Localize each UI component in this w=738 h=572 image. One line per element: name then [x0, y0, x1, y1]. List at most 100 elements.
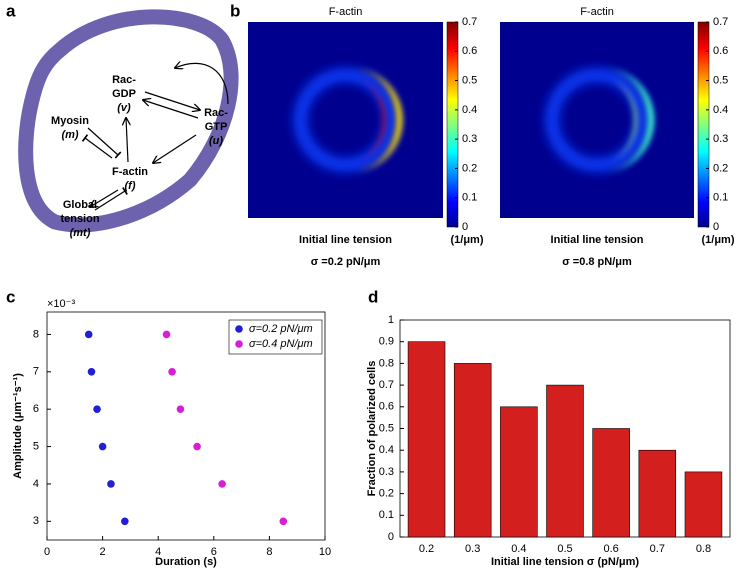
node-var: (f) — [125, 180, 136, 192]
arrow — [126, 118, 128, 163]
arrow — [143, 100, 199, 119]
colorbar-tick-label: 0.4 — [713, 104, 728, 116]
point — [84, 330, 93, 339]
x-tick-label: 2 — [100, 546, 106, 558]
crescent-core — [611, 78, 638, 162]
heatmap-title: F-actin — [580, 6, 614, 18]
x-label: Initial line tension — [299, 234, 392, 246]
node-label: Global — [63, 199, 97, 211]
colorbar-tick-label: 0.3 — [713, 133, 728, 145]
colorbar-tick-label: 0.1 — [713, 192, 728, 204]
y-tick-label: 3 — [33, 515, 39, 527]
y-tick-label: 0.5 — [379, 422, 394, 434]
node-label: GTP — [205, 121, 228, 133]
point — [87, 368, 96, 376]
x-tick-label: 8 — [266, 546, 272, 558]
x-tick-label: 10 — [319, 546, 331, 558]
point — [193, 442, 201, 451]
colorbar-tick-label: 0.3 — [462, 133, 477, 145]
panel-label: a — [6, 1, 16, 20]
y-tick-label: 0 — [388, 531, 394, 543]
point — [176, 405, 185, 413]
node-var: (u) — [209, 135, 223, 147]
point — [93, 405, 101, 413]
y-tick-label: 6 — [33, 403, 39, 415]
colorbar-tick-label: 0.6 — [713, 45, 728, 57]
y-tick-label: 4 — [33, 478, 39, 490]
y-tick-label: 1 — [388, 314, 394, 326]
arrow — [144, 91, 200, 110]
colorbar-tick-label: 0 — [713, 221, 719, 233]
x-label: Initial line tension — [551, 234, 644, 246]
glow — [545, 68, 649, 172]
x-tick-label: 6 — [211, 546, 217, 558]
y-tick-label: 0.3 — [379, 466, 394, 478]
cell-outline — [18, 9, 239, 233]
axis-exponent: ×10⁻³ — [47, 298, 75, 310]
node-label: GDP — [112, 88, 136, 100]
x-tick-label: 0.4 — [511, 543, 526, 555]
inhibition — [94, 187, 128, 211]
heatmap-bg — [248, 22, 443, 218]
point — [168, 368, 176, 376]
x-tick-label: 0.6 — [604, 543, 619, 555]
legend-marker — [235, 325, 243, 333]
inhibition — [87, 127, 122, 159]
colorbar-tick-label: 0 — [462, 221, 468, 233]
colorbar-tick-label: 0.2 — [462, 162, 477, 174]
x-label: Initial line tension σ (pN/μm) — [491, 556, 639, 568]
x-tick-label: 0.2 — [419, 543, 434, 555]
diagram: Rac- GDP (v) Rac- GTP (u) Myosin (m) F-a… — [18, 9, 239, 239]
node-label: F-actin — [112, 166, 148, 178]
heatmap-bg — [500, 22, 694, 218]
heatmap-image — [293, 68, 403, 172]
panel-label: b — [230, 1, 240, 20]
x-tick-label: 0.7 — [650, 543, 665, 555]
crescent-core — [359, 78, 386, 162]
arrow — [153, 134, 197, 163]
y-tick-label: 0.8 — [379, 357, 394, 369]
point — [107, 480, 115, 488]
panel-label: c — [6, 287, 15, 306]
glow — [293, 68, 398, 172]
bar — [407, 341, 446, 538]
heatmap-title: F-actin — [329, 6, 363, 18]
colorbar-tick-label: 0.7 — [713, 16, 728, 28]
x-tick-label: 0.8 — [696, 543, 711, 555]
y-tick-label: 0.6 — [379, 401, 394, 413]
plot-area — [46, 311, 326, 541]
bar — [638, 449, 677, 538]
y-tick-label: 0.7 — [379, 379, 394, 391]
x-tick-label: 0 — [44, 546, 50, 558]
arrow — [175, 63, 229, 105]
y-tick-label: 7 — [33, 366, 39, 378]
colorbar-tick-label: 0.2 — [713, 162, 728, 174]
colorbar-tick-label: 0.4 — [462, 104, 477, 116]
x-tick-label: 0.5 — [557, 543, 572, 555]
colorbar-label: (1/μm) — [701, 234, 734, 246]
node-label: Rac- — [112, 74, 136, 86]
heatmap-image — [545, 68, 654, 172]
colorbar-label: (1/μm) — [450, 234, 483, 246]
node-label: Myosin — [51, 115, 89, 127]
x-tick-label: 4 — [155, 546, 161, 558]
y-tick-label: 0.1 — [379, 509, 394, 521]
inhibition — [81, 134, 113, 159]
y-tick-label: 0.9 — [379, 336, 394, 348]
colorbar-tick-label: 0.7 — [462, 16, 477, 28]
point — [121, 517, 129, 526]
colorbar-tick-label: 0.6 — [462, 45, 477, 57]
bar — [453, 363, 492, 538]
node-var: (m) — [61, 129, 78, 141]
node-label: tension — [60, 213, 99, 225]
x-tick-label: 0.3 — [465, 543, 480, 555]
y-tick-label: 0.4 — [379, 444, 394, 456]
x-label: Duration (s) — [155, 556, 217, 568]
legend-label: σ=0.4 pN/μm — [249, 338, 313, 350]
colorbar-tick-label: 0.1 — [462, 192, 477, 204]
legend-marker — [235, 340, 243, 348]
colorbar-tick-label: 0.5 — [713, 74, 728, 86]
node-var: (mt) — [70, 227, 91, 239]
colorbar — [697, 21, 710, 228]
